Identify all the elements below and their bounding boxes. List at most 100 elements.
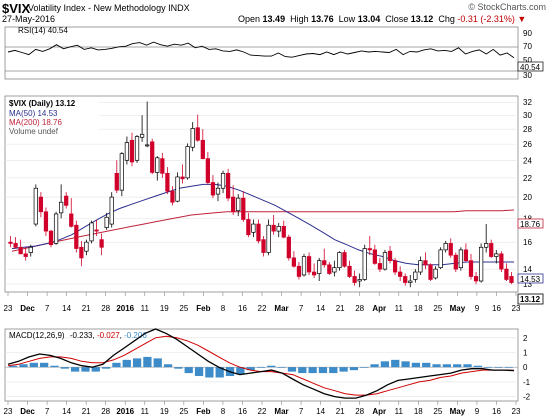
candle [134,135,140,163]
macd-hist-bar [349,367,359,371]
macd-hist-bar [411,362,421,368]
candle [266,219,271,256]
candle [185,143,190,180]
macd-hist-bar [143,356,152,368]
candle [438,247,443,270]
date-label: 16 [492,407,501,416]
date-label: 16 [238,304,247,313]
candle [124,136,130,165]
candle [200,129,205,160]
candle [170,186,175,206]
date-label: 25 [433,407,442,416]
copyright[interactable]: © StockCharts.com [468,2,546,12]
macd-title: MACD(12,26,9) -0.233, -0.027, -0.206 [9,331,147,340]
candle [190,122,195,152]
candle [165,167,170,195]
macd-hist-bar [298,367,307,374]
candles [8,101,514,288]
macd-hist-bar [401,361,410,368]
badge-ma200-bg [517,218,544,229]
badge-ma50: 14.53 [520,275,541,284]
candle [489,239,494,258]
date-label: 23 [4,304,13,313]
candle [509,272,514,285]
badge-ma50-bg [517,273,544,284]
candle [504,263,509,281]
date-label: Mar [274,407,288,416]
date-label: 14 [316,407,325,416]
macd-hist-bar [256,367,266,368]
date-label: 28 [355,304,364,313]
candle [347,260,352,278]
candle [13,237,18,249]
date-label: Apr [372,304,386,313]
macd-hist-bar [101,367,111,369]
candle [205,152,210,185]
candle [59,184,64,219]
candle [23,247,28,261]
open-label: Open [238,14,261,24]
rsi-panel: RSI(14) 40.54 30 50 70 90 40.54 [4,26,544,80]
candle [109,192,114,228]
candle [236,194,241,217]
price-tick-label: 26 [523,140,532,149]
date-label: 23 [512,407,521,416]
close-value: 13.12 [410,14,434,24]
candle [139,115,145,142]
macd-hist-bar [60,367,69,369]
date-label: 21 [82,304,91,313]
candle [337,251,342,271]
macd-hist-bar [360,367,369,368]
candle [43,207,49,236]
candle [28,244,33,257]
candle [484,224,489,253]
price-tick-label: 30 [523,111,532,120]
candle [443,240,448,253]
macd-hist-bar [329,367,338,374]
candle [231,185,236,216]
candle [342,249,347,268]
price-tick-label: 14 [523,265,532,274]
candle [322,248,327,268]
date-label: 28 [355,407,364,416]
candle [357,273,362,288]
candle [448,238,453,258]
candle [296,262,302,280]
badge-close: 13.12 [520,295,541,304]
macd-tick-label: 0 [523,363,528,372]
macd-hist-bar [308,367,317,374]
macd-hist-bar [163,364,173,368]
macd-hist-bar [442,364,452,368]
date-label: 8 [221,407,226,416]
date-label: 25 [433,304,442,313]
candle [180,164,185,184]
candle [129,132,135,167]
candle [478,243,484,283]
macd-tick-label: -2 [523,393,531,402]
candle [94,219,99,236]
candle [398,266,403,281]
candle [114,160,119,194]
macd-hist-bar [184,367,193,374]
legend-ma200: MA(200) 18.76 [9,118,62,127]
candle [291,251,297,268]
date-label: 14 [62,304,71,313]
date-label: May [450,304,466,313]
date-label: 16 [238,407,247,416]
candle [104,212,109,230]
candle [155,156,160,181]
candle [317,257,322,281]
macd-hist-bar [215,367,224,378]
candle [362,244,367,281]
candle [79,240,84,267]
macd-title-macd: -0.233 [70,331,93,340]
candle [423,252,428,270]
candle [463,243,469,263]
candle [220,170,226,194]
candle [306,252,312,275]
candle [210,175,216,199]
macd-title-hist: -0.027 [97,331,120,340]
date-label: 8 [221,304,226,313]
rsi-badge: 40.54 [520,63,541,72]
candle [64,192,69,209]
